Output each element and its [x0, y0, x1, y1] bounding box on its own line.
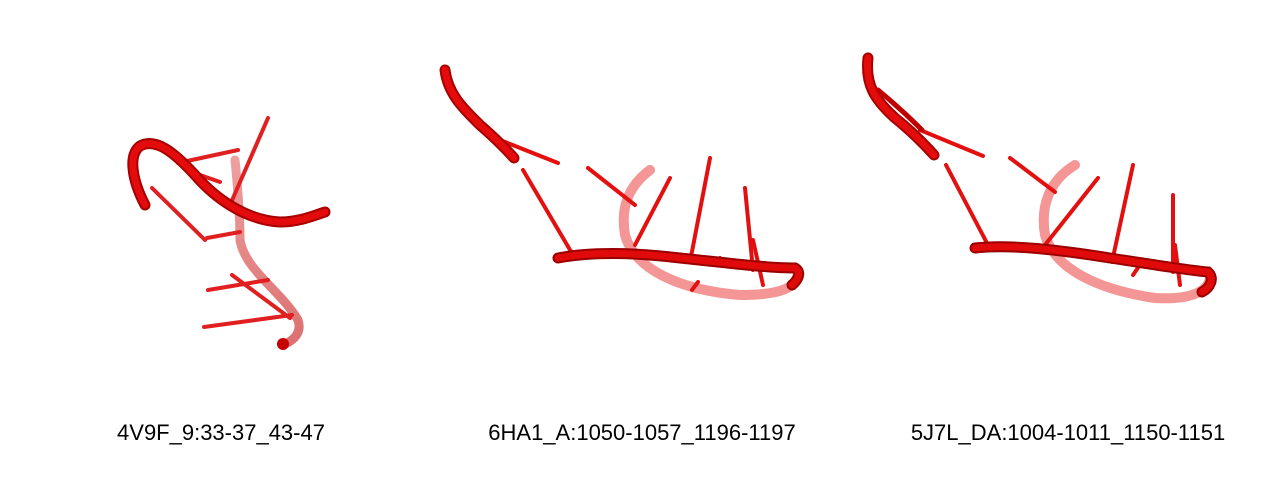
structure-panel-1: 4V9F_9:33-37_43-47 — [0, 0, 420, 480]
structure-label: 6HA1_A:1050-1057_1196-1197 — [488, 420, 796, 445]
structure-panel-2: 6HA1_A:1050-1057_1196-1197 — [420, 0, 850, 480]
structure-label: 4V9F_9:33-37_43-47 — [117, 420, 325, 445]
structure-label: 5J7L_DA:1004-1011_1150-1151 — [910, 420, 1226, 445]
rna-structure-6ha1 — [439, 64, 805, 301]
rna-structure-4v9f — [127, 116, 331, 350]
rna-structure-5j7l — [861, 52, 1217, 304]
structure-panel-3: 5J7L_DA:1004-1011_1150-1151 — [850, 0, 1280, 480]
